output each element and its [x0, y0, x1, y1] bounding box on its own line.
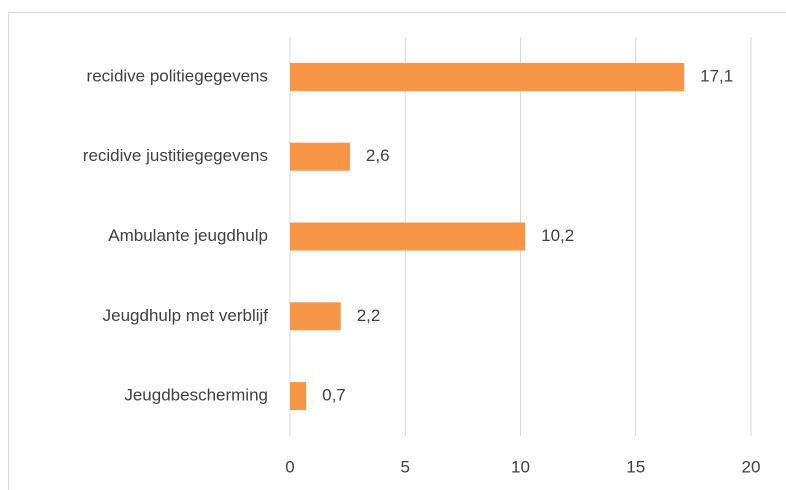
bar: [290, 142, 350, 171]
data-label: 0,7: [322, 386, 346, 405]
y-tick-label: recidive justitiegegevens: [83, 146, 268, 165]
data-label: 17,1: [700, 66, 733, 85]
x-tick-label: 5: [401, 457, 410, 476]
data-label: 2,2: [357, 306, 381, 325]
data-label: 10,2: [541, 226, 574, 245]
y-tick-label: recidive politiegegevens: [87, 66, 268, 85]
bar: [290, 62, 685, 91]
chart-frame: [8, 12, 786, 490]
x-tick-label: 20: [742, 457, 761, 476]
y-tick-label: Jeugdbescherming: [124, 386, 268, 405]
bar: [290, 222, 526, 251]
x-tick-label: 15: [626, 457, 645, 476]
y-tick-label: Ambulante jeugdhulp: [108, 226, 268, 245]
y-tick-label: Jeugdhulp met verblijf: [103, 306, 269, 325]
bar: [290, 382, 307, 411]
data-label: 2,6: [366, 146, 390, 165]
bar: [290, 302, 341, 331]
x-tick-label: 0: [285, 457, 294, 476]
x-tick-label: 10: [511, 457, 530, 476]
